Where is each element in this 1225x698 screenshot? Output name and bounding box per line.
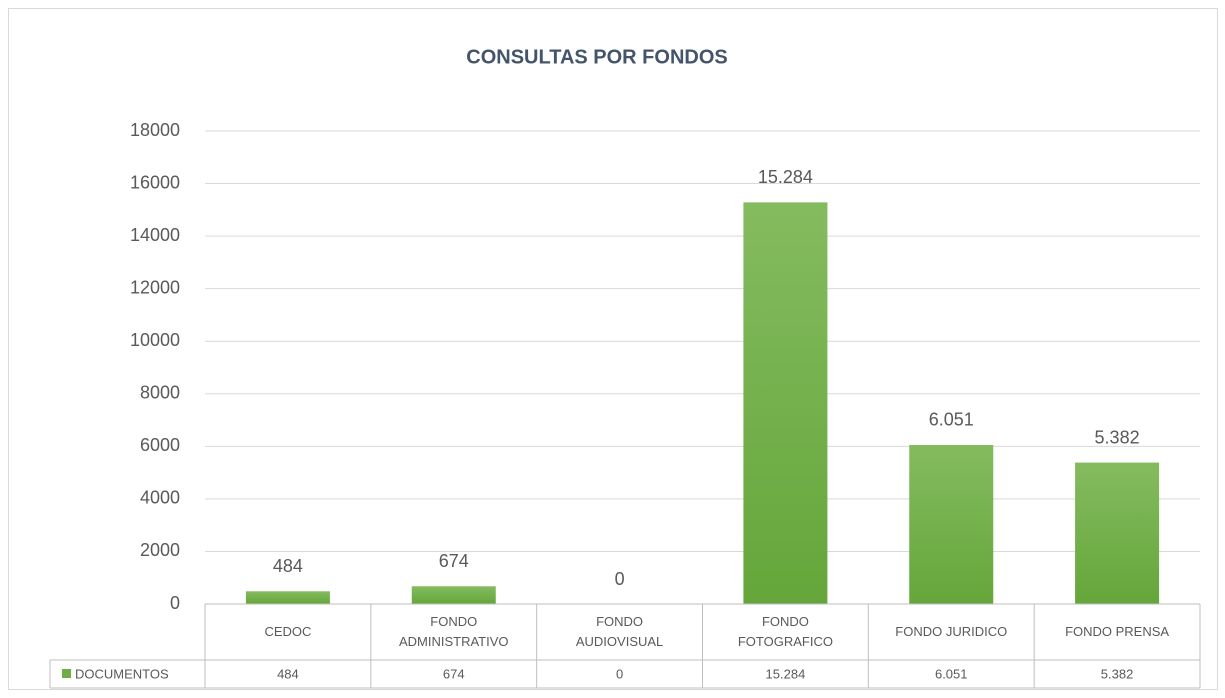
bar: [743, 202, 828, 605]
chart-title: CONSULTAS POR FONDOS: [466, 46, 727, 68]
table-value: 5.382: [1101, 666, 1134, 681]
y-tick-label: 12000: [130, 277, 180, 297]
y-tick-label: 10000: [130, 330, 180, 350]
table-value: 15.284: [766, 666, 806, 681]
y-tick-label: 18000: [130, 120, 180, 140]
chart-border: [8, 8, 1218, 690]
data-label: 15.284: [758, 167, 813, 187]
table-value: 0: [616, 666, 623, 681]
table-value: 674: [443, 666, 465, 681]
data-label: 6.051: [929, 410, 974, 430]
y-tick-label: 4000: [140, 488, 180, 508]
data-label: 674: [439, 551, 469, 571]
x-tick-label: FONDO PRENSA: [1065, 624, 1170, 639]
x-tick-label: FONDO JURIDICO: [895, 624, 1008, 639]
bar: [909, 444, 994, 604]
data-label: 0: [615, 569, 625, 589]
x-tick-label: FONDO FOTOGRAFICO: [737, 614, 833, 649]
legend-swatch: [62, 669, 71, 678]
y-tick-label: 0: [170, 593, 180, 613]
table-value: 484: [277, 666, 299, 681]
bar: [411, 586, 496, 604]
data-label: 484: [273, 556, 303, 576]
y-tick-label: 16000: [130, 172, 180, 192]
x-tick-label: FONDO ADMINISTRATIVO: [398, 614, 509, 649]
y-tick-label: 6000: [140, 435, 180, 455]
legend-label: DOCUMENTOS: [75, 666, 169, 681]
y-tick-label: 14000: [130, 225, 180, 245]
data-label: 5.382: [1095, 427, 1140, 447]
bar: [245, 591, 330, 604]
table-value: 6.051: [935, 666, 968, 681]
x-tick-label: CEDOC: [264, 624, 312, 639]
bar: [1075, 462, 1160, 604]
x-tick-label: FONDO AUDIOVISUAL: [575, 614, 664, 649]
y-tick-label: 2000: [140, 540, 180, 560]
y-tick-label: 8000: [140, 383, 180, 403]
